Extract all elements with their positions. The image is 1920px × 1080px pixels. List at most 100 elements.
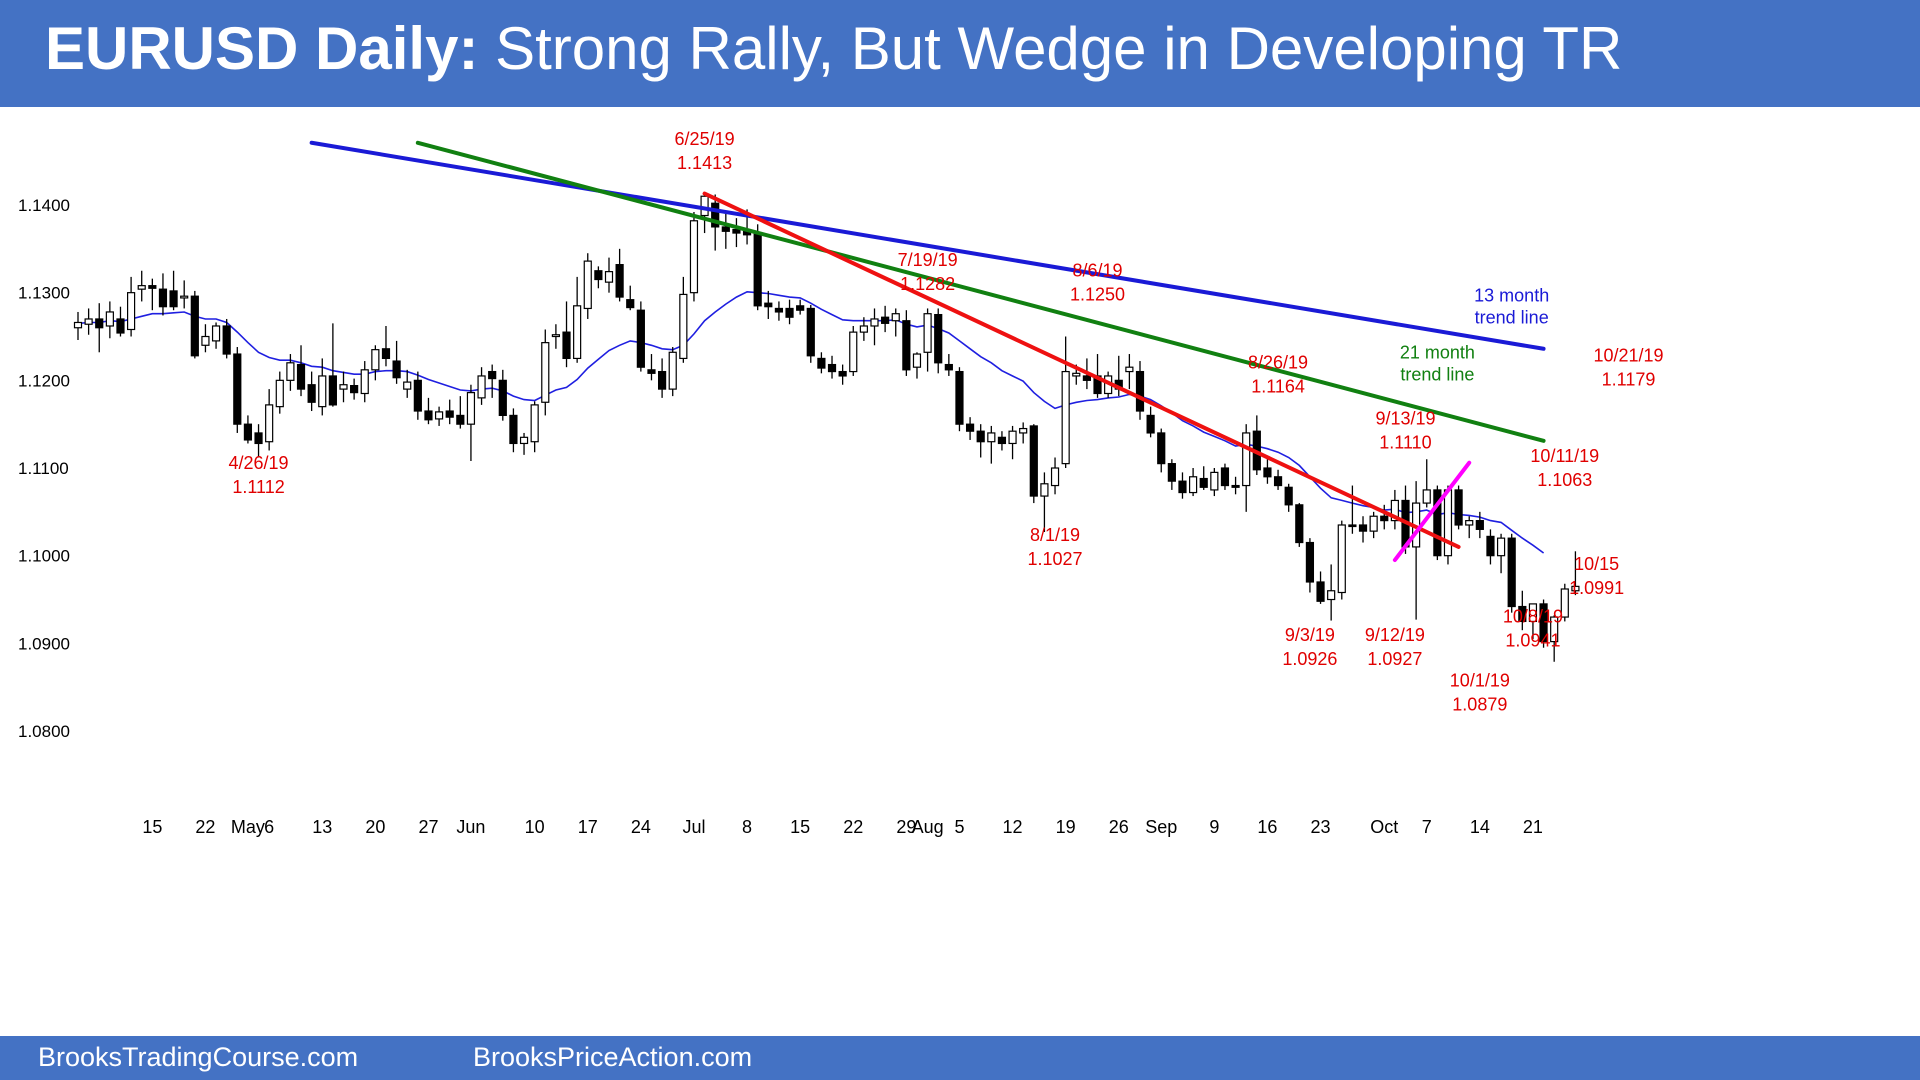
candle — [190, 290, 199, 359]
candle — [1157, 428, 1166, 473]
price-annotation: 7/19/19 1.1282 — [898, 250, 958, 294]
candle-body-bear — [1178, 480, 1187, 494]
candle-body-bull — [1019, 427, 1028, 434]
candle-body-bear — [827, 363, 837, 373]
trend-line-label-text: trend line — [1400, 364, 1474, 384]
candle-body-bear — [307, 384, 316, 403]
candle-body-bear — [965, 423, 975, 432]
x-tick-label: 15 — [790, 817, 810, 837]
candlestick-chart: 1.1400 1.1300 1.1200 1.1100 1.1000 1.0900 1.08… — [18, 129, 1664, 837]
candle-body-bull — [371, 349, 380, 371]
candle-body-bull — [211, 325, 221, 342]
candle-body-bear — [1486, 535, 1495, 557]
title-description: Strong Rally, But Wedge in Developing TR — [495, 15, 1623, 82]
candle-body-bull — [912, 353, 922, 368]
candle-body-bear — [774, 307, 784, 313]
candle-body-bull — [1571, 585, 1580, 592]
candle-body-bear — [1199, 477, 1208, 488]
candle — [626, 285, 635, 311]
price-annotation: 9/12/19 1.0927 — [1365, 625, 1425, 669]
annotation-price: 1.1282 — [900, 274, 955, 294]
price-annotation: 10/1/19 1.0879 — [1450, 671, 1510, 715]
annotation-date: 4/26/19 — [229, 453, 289, 473]
candle-body-bear — [626, 299, 635, 309]
x-tick-label: 8 — [742, 817, 752, 837]
candle — [604, 257, 614, 293]
chart-title: EURUSD Daily: Strong Rally, But Wedge in… — [45, 14, 1622, 83]
footer-site-left: BrooksTradingCourse.com — [38, 1042, 359, 1072]
candle-body-bull — [987, 432, 996, 443]
candle-body-bull — [530, 404, 539, 443]
candle — [764, 290, 773, 319]
candle — [1518, 590, 1527, 631]
candle — [1146, 406, 1155, 438]
candle-body-bear — [190, 295, 199, 357]
candle — [668, 347, 677, 397]
candle-body-bear — [636, 309, 645, 368]
candle-body-bear — [902, 320, 911, 371]
candle-body-bull — [1188, 476, 1198, 494]
annotation-price: 1.0926 — [1282, 649, 1337, 669]
candle — [785, 299, 794, 325]
candle-body-bear — [1433, 489, 1442, 557]
candle-body-bull — [1040, 483, 1049, 497]
candle — [551, 324, 561, 349]
candle-body-bear — [1454, 489, 1463, 526]
candle-body-bull — [1337, 524, 1346, 594]
candle — [689, 212, 699, 302]
candle — [1422, 459, 1431, 508]
candle — [1273, 469, 1283, 490]
annotation-price: 1.1112 — [232, 477, 284, 497]
candle — [1029, 424, 1038, 504]
candle-body-bear — [1507, 537, 1516, 608]
candle — [413, 371, 422, 420]
candle-body-bear — [1358, 524, 1368, 532]
candle-body-bull — [466, 392, 476, 425]
y-tick-label: 1.1100 — [18, 459, 69, 478]
candle-body-bear — [158, 288, 168, 308]
candle-body-bear — [456, 414, 465, 425]
candle-body-bull — [275, 379, 284, 408]
candle-body-bull — [689, 220, 699, 294]
candle-body-bull — [1072, 372, 1081, 377]
candle — [1454, 485, 1463, 530]
price-annotation: 6/25/19 1.1413 — [675, 129, 735, 173]
candle — [403, 369, 412, 398]
annotation-price: 1.0941 — [1505, 631, 1560, 651]
candle-body-bear — [445, 410, 454, 418]
candle — [466, 384, 476, 461]
candle-body-bull — [1465, 520, 1474, 526]
candle — [286, 354, 295, 391]
candle — [753, 224, 762, 311]
candle-body-bear — [148, 285, 157, 289]
candle-body-bear — [233, 353, 242, 425]
candle — [1327, 564, 1336, 621]
candle — [296, 345, 306, 397]
trend-line — [415, 140, 1546, 443]
candle — [360, 361, 369, 403]
x-tick-label: 10 — [525, 817, 545, 837]
x-tick-label: 9 — [1209, 817, 1219, 837]
x-tick-label: 14 — [1470, 817, 1490, 837]
candle-body-bear — [392, 360, 401, 379]
candle — [1199, 466, 1208, 490]
candle-body-bear — [1348, 524, 1357, 528]
candle-body-bear — [1305, 541, 1315, 583]
candle — [944, 354, 953, 376]
candle-body-bull — [318, 375, 327, 408]
candle-body-bear — [997, 436, 1007, 445]
x-tick-label: 22 — [843, 817, 863, 837]
candle — [105, 301, 114, 339]
candle-body-bear — [1157, 432, 1166, 465]
candle — [583, 253, 592, 319]
annotation-date: 10/1/19 — [1450, 671, 1510, 691]
candle — [1316, 571, 1325, 604]
candle — [1008, 425, 1017, 460]
price-annotation: 8/6/19 1.1250 — [1070, 260, 1125, 304]
annotation-date: 10/15 — [1574, 554, 1619, 574]
price-annotation: 8/1/19 1.1027 — [1028, 525, 1083, 569]
candle — [721, 213, 730, 249]
x-tick-label: 29 — [896, 817, 916, 837]
candle — [275, 371, 284, 414]
candle-body-bull — [84, 318, 93, 325]
